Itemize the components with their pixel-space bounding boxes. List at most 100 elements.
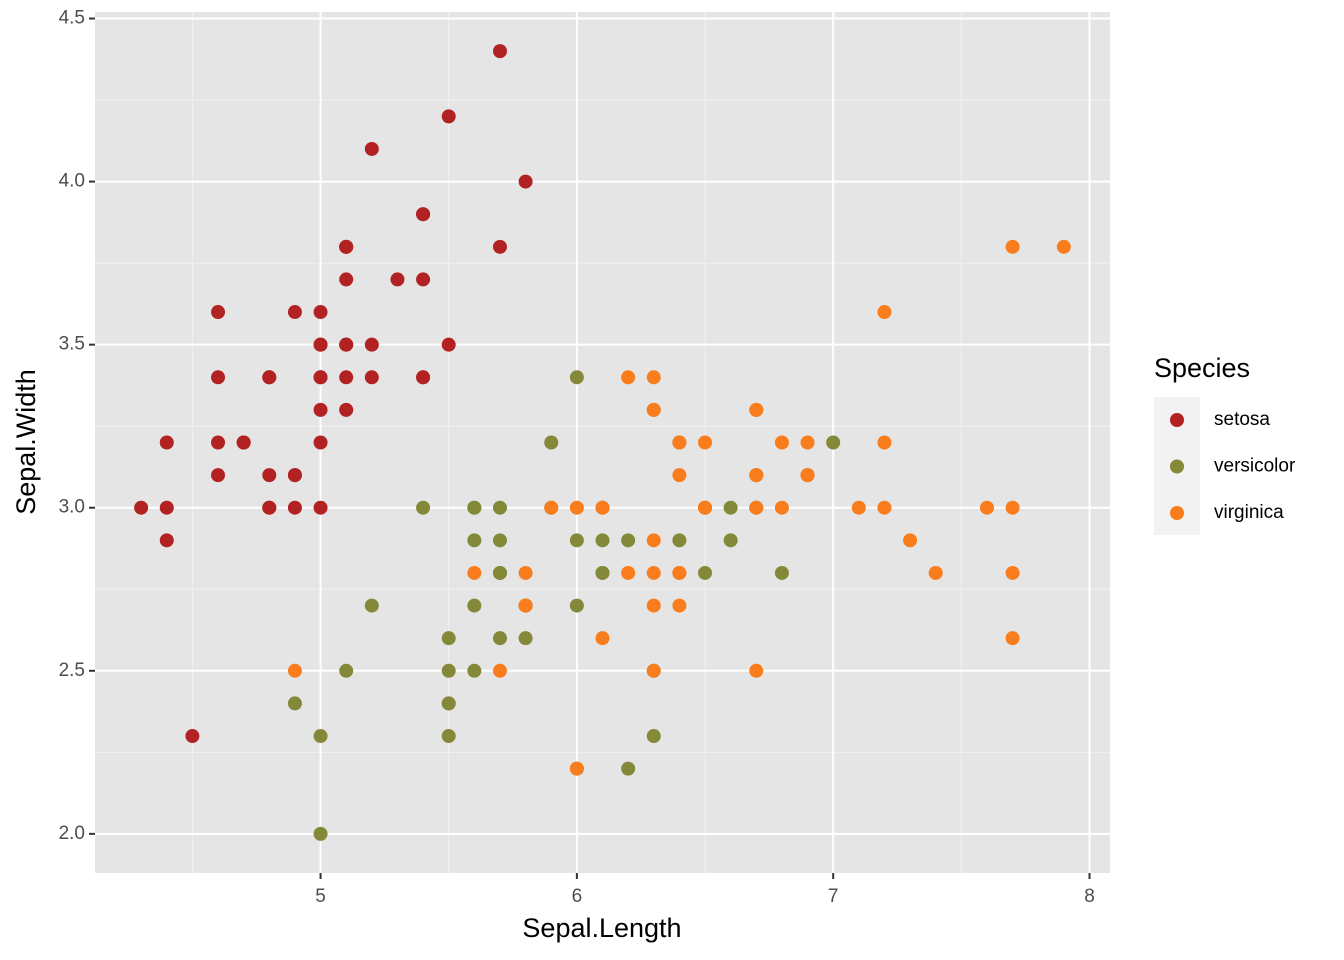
point — [698, 565, 713, 580]
point — [339, 337, 354, 352]
point — [749, 468, 764, 483]
point — [339, 663, 354, 678]
point — [467, 533, 482, 548]
legend-title: Species — [1154, 353, 1250, 383]
points — [134, 44, 1071, 841]
y-tick-label: 3.5 — [59, 334, 85, 355]
point — [416, 207, 431, 222]
point — [441, 696, 456, 711]
point — [185, 729, 200, 744]
point — [492, 565, 507, 580]
point — [339, 402, 354, 417]
point — [518, 598, 533, 613]
point — [441, 729, 456, 744]
point — [492, 663, 507, 678]
point — [621, 533, 636, 548]
y-axis-label: Sepal.Width — [11, 369, 41, 515]
point — [492, 500, 507, 515]
point — [544, 500, 559, 515]
point — [441, 631, 456, 646]
point — [467, 663, 482, 678]
point — [646, 729, 661, 744]
point — [1005, 631, 1020, 646]
point — [569, 500, 584, 515]
point — [313, 402, 328, 417]
point — [262, 370, 277, 385]
point — [800, 435, 815, 450]
point — [672, 435, 687, 450]
point — [544, 435, 559, 450]
point — [749, 402, 764, 417]
point — [416, 500, 431, 515]
point — [1005, 565, 1020, 580]
x-tick-label: 6 — [572, 886, 583, 907]
point — [621, 370, 636, 385]
point — [211, 370, 226, 385]
point — [211, 468, 226, 483]
point — [236, 435, 251, 450]
point — [698, 435, 713, 450]
point — [903, 533, 918, 548]
point — [595, 565, 610, 580]
point — [1056, 239, 1071, 254]
legend-key — [1170, 413, 1184, 427]
point — [313, 370, 328, 385]
point — [492, 44, 507, 59]
point — [1005, 239, 1020, 254]
point — [339, 272, 354, 287]
point — [467, 565, 482, 580]
point — [877, 305, 892, 320]
point — [749, 500, 764, 515]
point — [262, 500, 277, 515]
point — [211, 435, 226, 450]
point — [800, 468, 815, 483]
point — [287, 468, 302, 483]
point — [672, 533, 687, 548]
point — [569, 370, 584, 385]
point — [492, 533, 507, 548]
point — [749, 663, 764, 678]
point — [698, 500, 713, 515]
point — [518, 565, 533, 580]
point — [313, 337, 328, 352]
point — [416, 272, 431, 287]
point — [441, 337, 456, 352]
point — [774, 500, 789, 515]
point — [159, 533, 174, 548]
point — [287, 696, 302, 711]
x-tick-label: 5 — [315, 886, 326, 907]
y-tick-label: 2.5 — [59, 660, 85, 681]
point — [851, 500, 866, 515]
y-tick-label: 3.0 — [59, 497, 85, 518]
point — [569, 598, 584, 613]
point — [569, 761, 584, 776]
point — [262, 468, 277, 483]
point — [774, 435, 789, 450]
point — [364, 337, 379, 352]
point — [595, 500, 610, 515]
point — [492, 239, 507, 254]
point — [416, 370, 431, 385]
point — [672, 598, 687, 613]
point — [646, 565, 661, 580]
point — [569, 533, 584, 548]
point — [467, 500, 482, 515]
point — [287, 663, 302, 678]
legend-label: virginica — [1214, 502, 1284, 523]
point — [774, 565, 789, 580]
point — [877, 435, 892, 450]
point — [518, 631, 533, 646]
x-tick-label: 8 — [1084, 886, 1095, 907]
y-tick-label: 2.0 — [59, 823, 85, 844]
point — [287, 305, 302, 320]
x-tick-label: 7 — [828, 886, 839, 907]
legend-key — [1170, 506, 1184, 520]
point — [723, 500, 738, 515]
point — [621, 565, 636, 580]
point — [134, 500, 149, 515]
point — [595, 533, 610, 548]
point — [313, 729, 328, 744]
point — [159, 435, 174, 450]
point — [364, 370, 379, 385]
